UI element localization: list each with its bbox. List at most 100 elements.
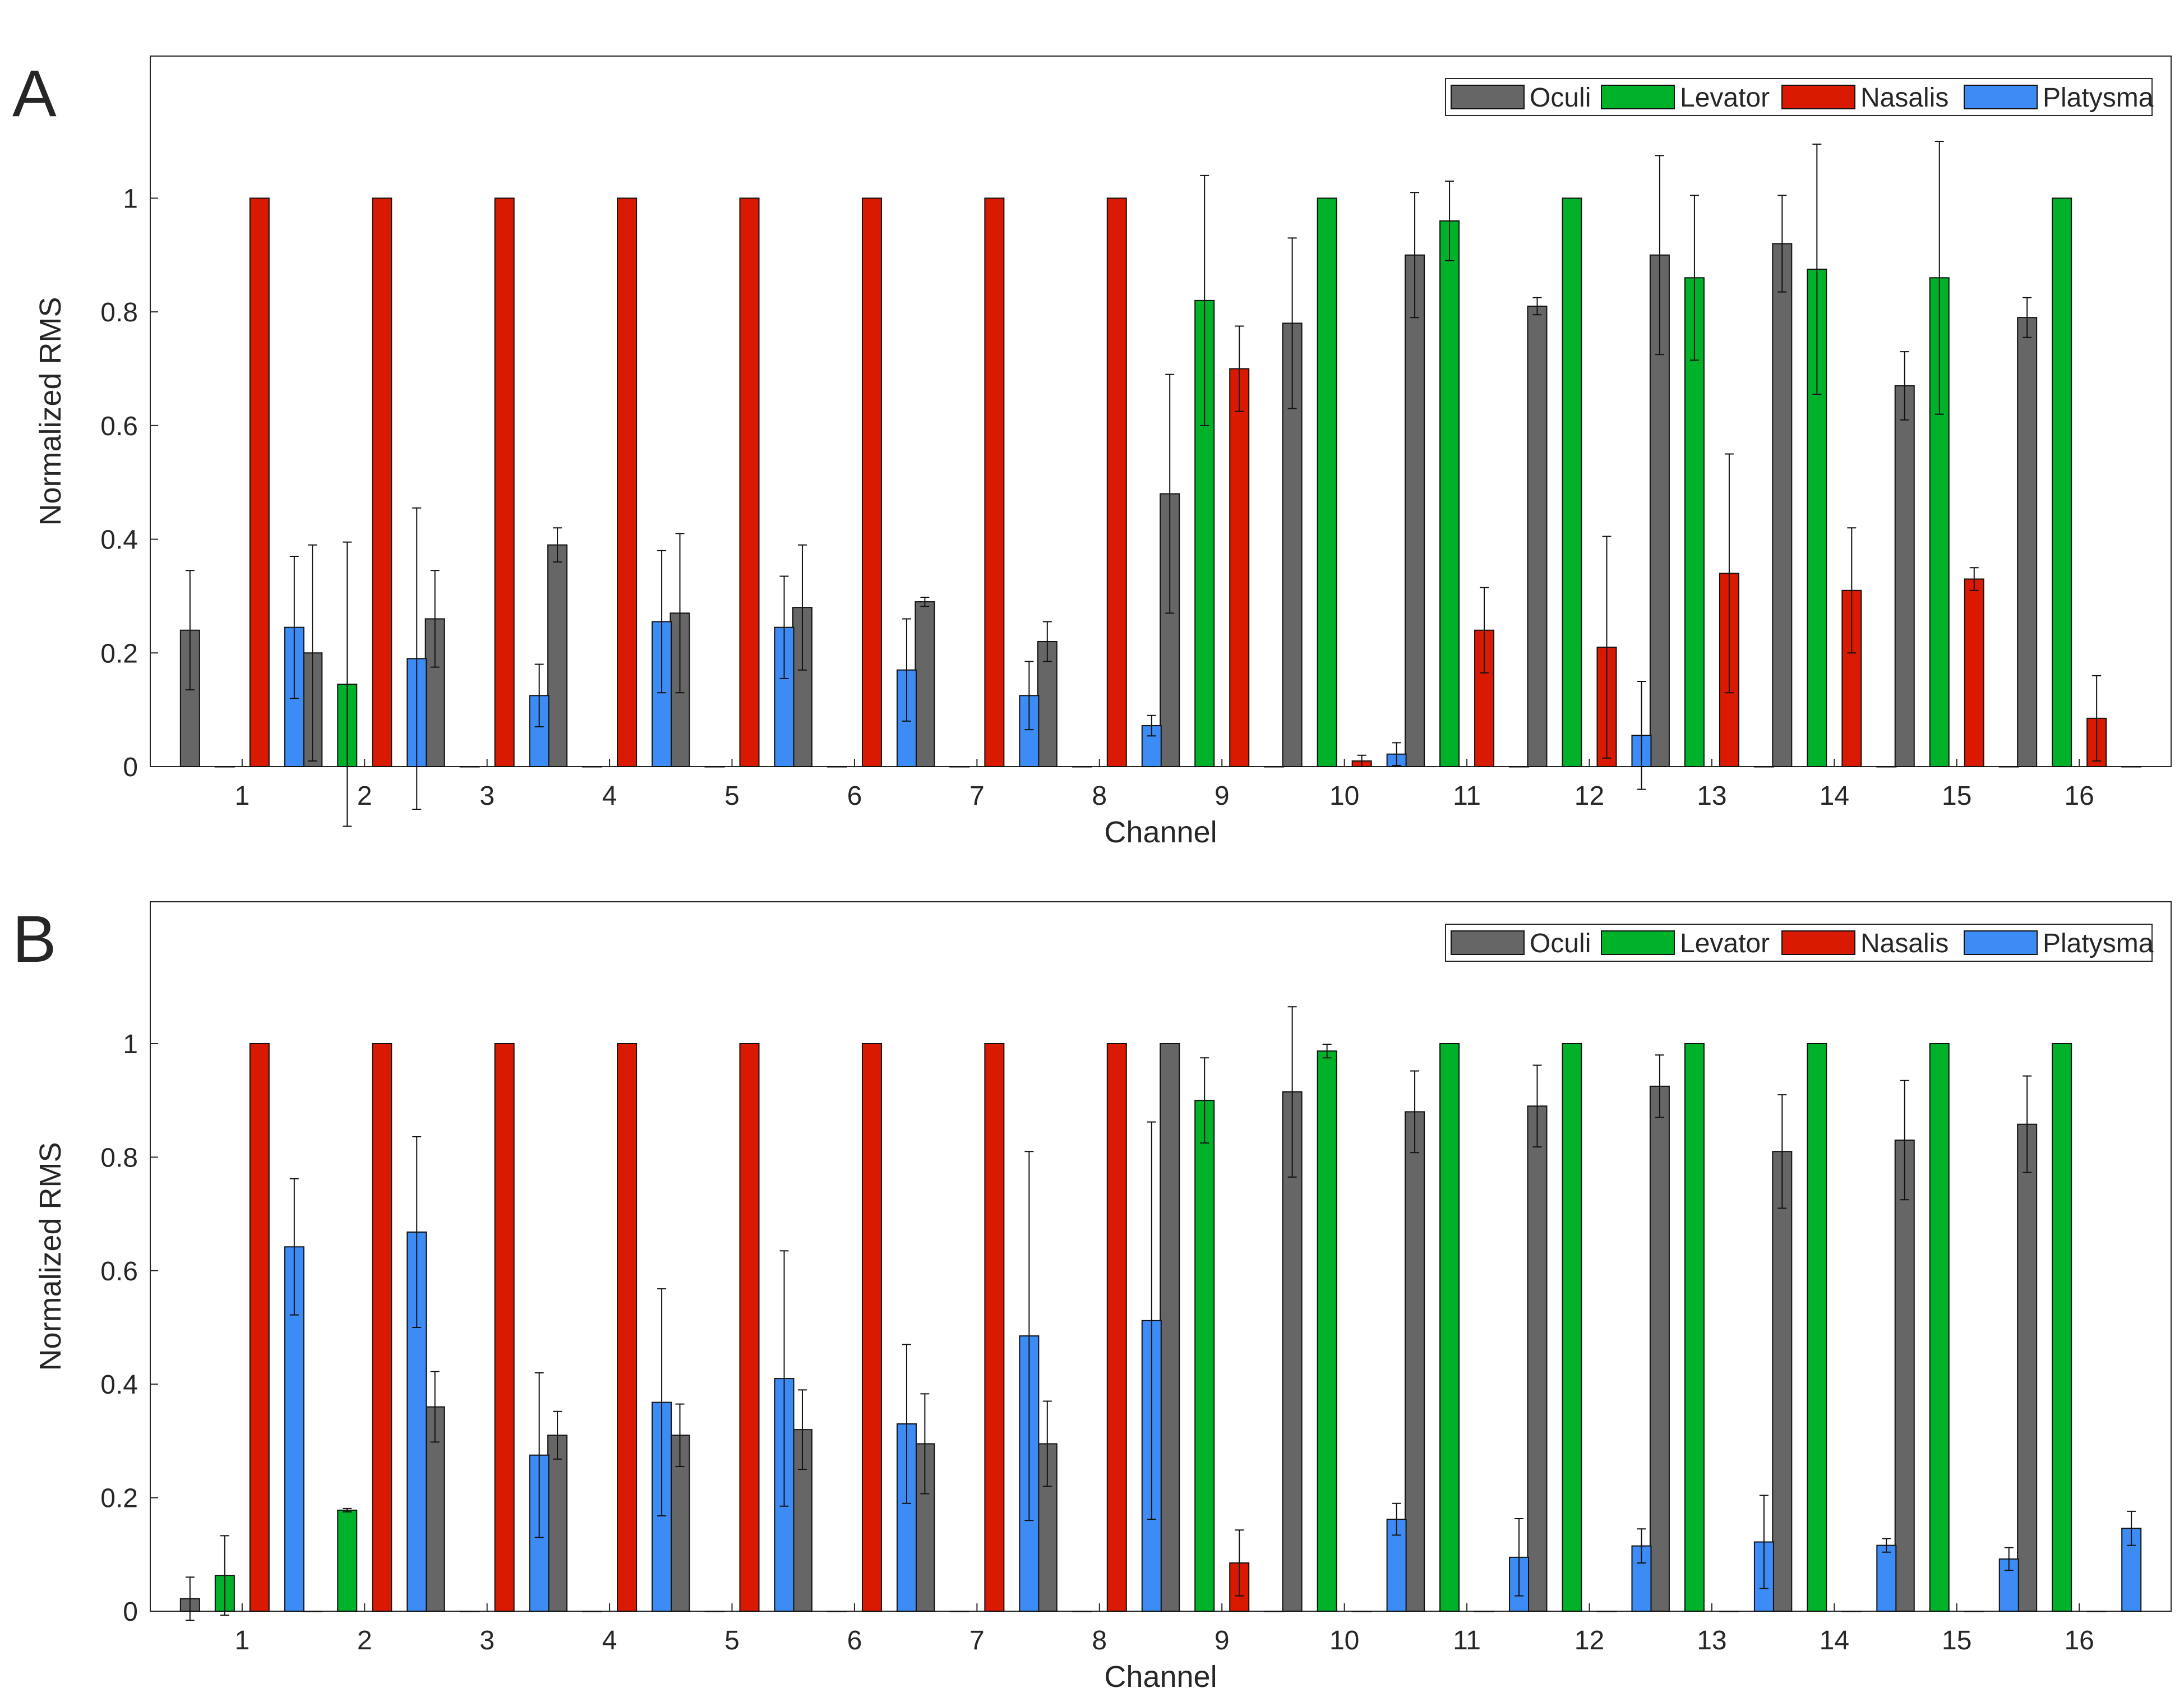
- x-tick-label: 11: [1453, 781, 1481, 811]
- bar-platysma-ch14: [1876, 1544, 1897, 1612]
- y-axis-label: Normalized RMS: [34, 297, 67, 525]
- chart-panel-a: A00.20.40.60.811 2 3 4 5 6 7 8 9 10 11 12 13 14 15 16Ch…: [12, 56, 2172, 849]
- bar-platysma-ch9: [1264, 1611, 1285, 1612]
- bar-oculi-ch16: [2017, 1123, 2038, 1612]
- x-tick-label: 3: [479, 1626, 495, 1656]
- x-tick-label: 10: [1329, 1626, 1359, 1656]
- bar-nasalis-ch16: [2086, 1611, 2107, 1612]
- bar-levator-ch16: [2052, 1043, 2072, 1612]
- legend-label-oculi: Oculi: [1530, 929, 1591, 958]
- legend-label-nasalis: Nasalis: [1860, 929, 1948, 958]
- y-tick-label: 1: [123, 1030, 138, 1059]
- bar-nasalis-ch4: [617, 1043, 638, 1612]
- x-tick-label: 1: [234, 781, 250, 811]
- legend-swatch-nasalis: [1781, 85, 1855, 109]
- x-tick-label: 3: [479, 781, 495, 811]
- bar-nasalis-ch1: [249, 1043, 270, 1612]
- bar-nasalis-ch8: [1106, 197, 1127, 767]
- x-tick-label: 4: [602, 1626, 617, 1656]
- bar-oculi-ch11: [1405, 254, 1425, 767]
- bar-levator-ch7: [949, 1611, 970, 1612]
- bar-oculi-ch14: [1772, 1151, 1793, 1612]
- bar-nasalis-ch7: [984, 1043, 1005, 1612]
- bar-nasalis-ch15: [1964, 1611, 1984, 1612]
- bar-nasalis-ch1: [249, 197, 270, 767]
- bar-levator-ch12: [1562, 1043, 1582, 1612]
- bar-nasalis-ch6: [861, 1043, 882, 1612]
- bar-oculi-ch8: [1037, 641, 1058, 768]
- legend-swatch-oculi: [1451, 85, 1525, 109]
- bar-nasalis-ch12: [1596, 1611, 1617, 1612]
- legend-label-oculi: Oculi: [1530, 83, 1591, 113]
- bar-nasalis-ch4: [617, 197, 638, 767]
- x-tick-label: 2: [357, 1626, 372, 1656]
- x-tick-label: 4: [602, 781, 617, 811]
- bar-levator-ch3: [459, 1611, 480, 1612]
- legend-label-platysma: Platysma: [2043, 929, 2154, 958]
- bar-oculi-ch10: [1282, 1091, 1303, 1612]
- x-axis-label: Channel: [1104, 1660, 1217, 1694]
- bar-nasalis-ch14: [1841, 1611, 1862, 1612]
- x-tick-label: 14: [1820, 781, 1849, 811]
- x-tick-label: 12: [1574, 781, 1604, 811]
- y-tick-label: 0.2: [100, 1484, 138, 1514]
- bar-nasalis-ch6: [861, 197, 882, 767]
- bar-nasalis-ch9: [1229, 368, 1250, 767]
- legend-label-levator: Levator: [1680, 929, 1770, 958]
- x-tick-label: 9: [1215, 781, 1230, 811]
- bar-levator-ch14: [1807, 1043, 1827, 1612]
- bar-levator-ch4: [582, 1611, 603, 1612]
- bar-oculi-ch15: [1894, 1140, 1915, 1612]
- bar-levator-ch16: [2052, 197, 2072, 767]
- bar-nasalis-ch8: [1106, 1043, 1127, 1612]
- y-tick-label: 0.8: [100, 1143, 138, 1173]
- y-tick-label: 0: [123, 1597, 138, 1627]
- bar-levator-ch12: [1562, 197, 1582, 767]
- bar-nasalis-ch3: [494, 1043, 515, 1612]
- legend-label-nasalis: Nasalis: [1860, 83, 1948, 113]
- y-tick-label: 0.4: [100, 525, 138, 555]
- x-tick-label: 7: [969, 781, 985, 811]
- y-tick-label: 0.4: [100, 1370, 138, 1400]
- y-tick-label: 0.2: [100, 639, 138, 668]
- x-tick-label: 6: [847, 781, 862, 811]
- x-tick-label: 13: [1697, 1626, 1726, 1656]
- bar-oculi-ch4: [547, 1435, 568, 1612]
- x-tick-label: 6: [847, 1626, 862, 1656]
- panel-label: A: [12, 57, 57, 131]
- y-tick-label: 0: [123, 753, 138, 782]
- x-tick-label: 16: [2064, 781, 2094, 811]
- legend-swatch-platysma: [1964, 85, 2038, 109]
- bar-levator-ch10: [1317, 1050, 1337, 1612]
- legend-label-platysma: Platysma: [2043, 83, 2154, 113]
- bar-oculi-ch2: [302, 1611, 323, 1612]
- x-tick-label: 13: [1697, 781, 1726, 811]
- bar-levator-ch15: [1929, 1043, 1950, 1612]
- legend-swatch-platysma: [1964, 930, 2038, 955]
- x-tick-label: 11: [1453, 1626, 1481, 1656]
- bar-oculi-ch4: [547, 544, 568, 767]
- y-axis-label: Normalized RMS: [34, 1142, 67, 1371]
- x-tick-label: 8: [1092, 781, 1107, 811]
- bar-platysma-ch16: [2121, 1528, 2142, 1612]
- x-tick-label: 7: [969, 1626, 985, 1656]
- bar-levator-ch9: [1194, 1100, 1215, 1612]
- x-axis-label: Channel: [1104, 815, 1217, 849]
- legend-swatch-levator: [1601, 85, 1675, 109]
- bar-levator-ch11: [1439, 1043, 1460, 1612]
- legend-label-levator: Levator: [1680, 83, 1770, 113]
- bar-oculi-ch15: [1894, 385, 1915, 767]
- x-tick-label: 15: [1942, 781, 1971, 811]
- bar-oculi-ch12: [1527, 1105, 1548, 1612]
- x-tick-label: 1: [234, 1626, 250, 1656]
- bar-oculi-ch11: [1405, 1111, 1425, 1612]
- x-tick-label: 8: [1092, 1626, 1107, 1656]
- bar-nasalis-ch10: [1351, 1611, 1372, 1612]
- x-tick-label: 12: [1574, 1626, 1604, 1656]
- bar-levator-ch13: [1684, 1043, 1705, 1612]
- legend-swatch-oculi: [1451, 930, 1525, 955]
- y-tick-label: 0.6: [100, 412, 138, 441]
- bar-levator-ch5: [704, 1611, 725, 1612]
- bar-nasalis-ch2: [372, 197, 393, 767]
